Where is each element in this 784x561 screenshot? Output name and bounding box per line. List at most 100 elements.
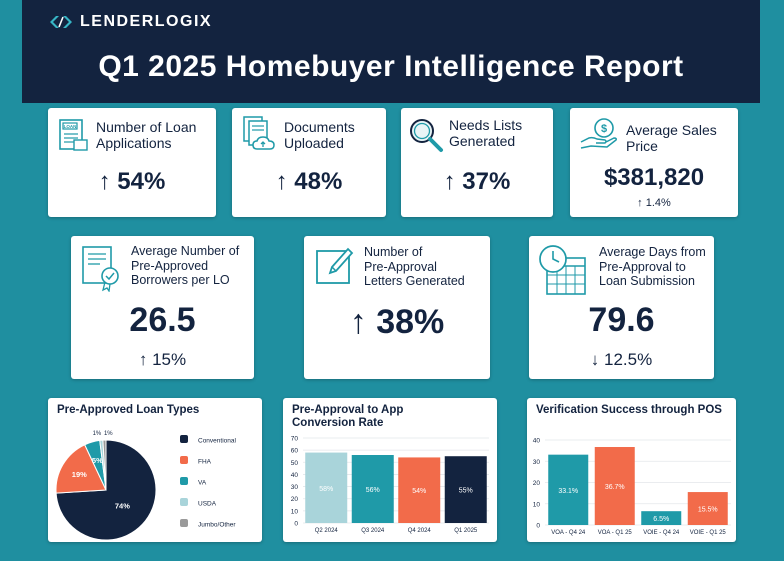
magnifier-icon <box>410 119 443 152</box>
legend-label: Conventional <box>198 438 236 445</box>
bar <box>548 454 589 525</box>
bar <box>687 492 728 525</box>
kpi-value: 26.5 <box>129 301 196 339</box>
kpi-card-preapproved-borrowers: Average Number of Pre-Approved Borrowers… <box>71 236 254 379</box>
x-tick-label: VOA - Q1 25 <box>598 530 633 536</box>
calendar-clock-icon <box>539 245 586 295</box>
y-tick-label: 60 <box>291 448 299 455</box>
y-tick-label: 20 <box>533 480 541 487</box>
kpi-label: Average Days from Pre-Approval to Loan S… <box>599 245 706 288</box>
kpi-label: Needs Lists Generated <box>449 117 523 149</box>
x-tick-label: Q2 2024 <box>315 528 339 534</box>
kpi-value: ↑ 54% <box>98 168 166 195</box>
money-hand-icon: $ <box>580 118 617 149</box>
pie-slice-label: 74% <box>115 501 130 510</box>
chart-title: Pre-Approved Loan Types <box>57 404 200 416</box>
legend-swatch <box>180 519 188 527</box>
svg-text:LOAN: LOAN <box>64 124 77 129</box>
chart-card-conversion-rate: Pre-Approval to App Conversion Rate 0 10 2… <box>283 398 497 542</box>
bar-data-label: 33.1% <box>558 488 578 495</box>
y-tick-label: 0 <box>536 523 540 530</box>
certificate-icon <box>82 246 119 292</box>
bar <box>444 456 487 523</box>
kpi-value: ↑ 38% <box>349 303 445 341</box>
chart-title: Verification Success through POS <box>536 404 722 416</box>
x-tick-label: VOA - Q4 24 <box>551 530 586 536</box>
kpi-card-average-sales-price: $ Average Sales Price $381,820 ↑ 1.4% <box>570 108 738 217</box>
pie-slice <box>55 444 107 494</box>
pie-chart: 74% 19% 5% 1% 1% Conventional FHA VA USDA Jumbo/O… <box>55 431 236 541</box>
y-tick-label: 10 <box>291 508 299 515</box>
bar <box>305 452 348 523</box>
legend-swatch <box>180 435 188 443</box>
pie-slice <box>102 439 107 491</box>
pie-slice-label: 1% <box>104 431 113 437</box>
brand-logo: LENDERLOGIX <box>50 13 212 31</box>
kpi-card-documents-uploaded: Documents Uploaded ↑ 48% <box>232 108 386 217</box>
bar-data-label: 36.7% <box>605 484 625 491</box>
pie-slice-label: 19% <box>72 470 87 479</box>
bar <box>641 511 682 525</box>
letter-pen-icon <box>316 247 354 284</box>
kpi-label: Number of Pre-Approval Letters Generated <box>364 245 465 288</box>
bar <box>398 457 441 523</box>
chart-card-loan-types: Pre-Approved Loan Types 74% 19% 5% 1% 1% Conv… <box>48 398 262 542</box>
report-header: LENDERLOGIX Q1 2025 Homebuyer Intelligen… <box>22 0 760 103</box>
kpi-card-loan-applications: LOAN Number of Loan Applications ↑ 54% <box>48 108 216 217</box>
kpi-label: Number of Loan Applications <box>96 119 197 151</box>
bar <box>351 455 394 523</box>
y-tick-label: 0 <box>294 521 298 528</box>
y-tick-label: 70 <box>291 436 299 443</box>
x-tick-label: Q3 2024 <box>361 528 385 534</box>
pie-slice-label: 1% <box>93 431 102 437</box>
kpi-change: ↓ 12.5% <box>590 350 653 369</box>
conversion-bar-chart: 0 10 20 30 40 50 60 70 58% Q2 2024 56% Q3 2024 54% Q4… <box>291 436 489 534</box>
kpi-value: ↑ 37% <box>443 168 511 195</box>
pie-slice-label: 5% <box>92 456 103 465</box>
page-title: Q1 2025 Homebuyer Intelligence Report <box>98 50 684 83</box>
y-tick-label: 40 <box>533 438 541 445</box>
y-tick-label: 20 <box>291 496 299 503</box>
kpi-value: $381,820 <box>603 164 705 191</box>
legend-label: VA <box>198 480 207 487</box>
kpi-label: Average Number of Pre-Approved Borrowers… <box>131 244 240 287</box>
bar-data-label: 15.5% <box>698 507 718 514</box>
x-tick-label: VOIE - Q4 24 <box>643 530 680 536</box>
legend-label: Jumbo/Other <box>198 522 236 529</box>
kpi-card-preapproval-letters: Number of Pre-Approval Letters Generated… <box>304 236 490 379</box>
y-tick-label: 40 <box>291 472 299 479</box>
x-tick-label: VOIE - Q1 25 <box>690 530 727 536</box>
chart-card-verification: Verification Success through POS 0 10 20 30… <box>527 398 736 542</box>
y-tick-label: 50 <box>291 460 299 467</box>
kpi-value: ↑ 48% <box>275 168 343 195</box>
logo-arrows-icon <box>50 16 72 28</box>
kpi-change: ↑ 15% <box>138 350 187 369</box>
legend-swatch <box>180 456 188 464</box>
legend-swatch <box>180 477 188 485</box>
bar-data-label: 55% <box>459 488 473 495</box>
bar-data-label: 54% <box>412 488 426 495</box>
legend-label: FHA <box>198 459 212 466</box>
x-tick-label: Q1 2025 <box>454 528 478 534</box>
y-tick-label: 30 <box>533 459 541 466</box>
bar-data-label: 58% <box>319 486 333 493</box>
kpi-change: ↑ 1.4% <box>637 197 671 209</box>
legend-swatch <box>180 498 188 506</box>
y-tick-label: 30 <box>291 484 299 491</box>
legend-label: USDA <box>198 501 217 508</box>
kpi-label: Average Sales Price <box>626 122 717 154</box>
loan-document-icon: LOAN <box>59 119 88 151</box>
x-tick-label: Q4 2024 <box>408 528 432 534</box>
logo-text: LENDERLOGIX <box>80 13 213 30</box>
bar <box>594 447 635 525</box>
kpi-label: Documents Uploaded <box>284 119 355 151</box>
bar-data-label: 6.5% <box>653 516 669 523</box>
verification-bar-chart: 0 10 20 30 40 33.1% VOA - Q4 24 36.7% VOA - Q1 2… <box>533 438 731 536</box>
svg-text:$: $ <box>601 123 607 135</box>
kpi-card-needs-lists: Needs Lists Generated ↑ 37% <box>401 108 553 217</box>
kpi-value: 79.6 <box>588 301 655 339</box>
y-tick-label: 10 <box>533 501 541 508</box>
bar-data-label: 56% <box>366 487 380 494</box>
documents-upload-icon <box>243 116 275 150</box>
kpi-card-days-to-submission: Average Days from Pre-Approval to Loan S… <box>529 236 714 379</box>
